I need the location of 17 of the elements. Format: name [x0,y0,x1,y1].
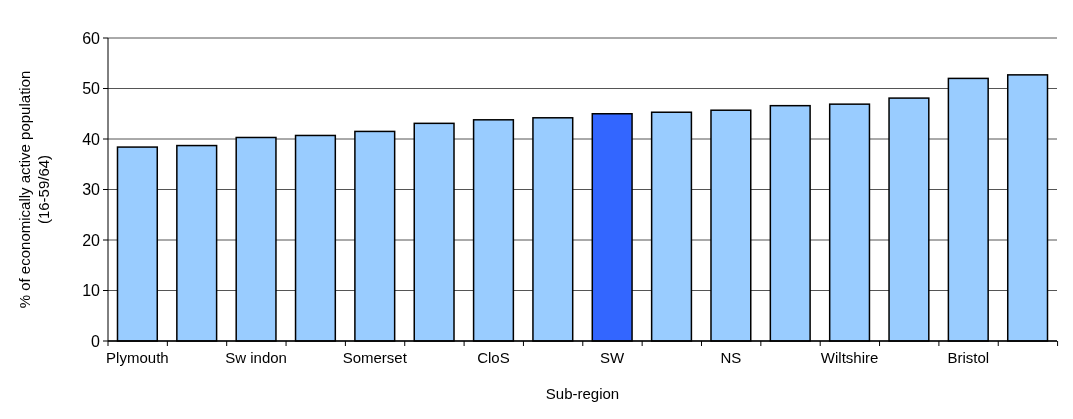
y-tick-label: 20 [82,231,101,249]
x-tick-label: Plymouth [106,349,169,366]
x-tick-label: Wiltshire [820,349,879,366]
y-tick-label: 40 [82,130,101,148]
x-axis-title: Sub-region [545,385,620,402]
x-tick-label: Somerset [342,349,408,366]
y-tick-label: 30 [82,181,101,199]
x-tick-label: CloS [477,349,510,366]
y-tick-label: 50 [82,80,101,98]
x-tick-label: Bristol [947,349,990,366]
x-tick-label: Sw indon [225,349,287,366]
y-tick-label: 10 [82,282,101,300]
y-tick-label: 0 [91,332,101,350]
y-axis-title: % of economically active population (16-59/64) [16,70,52,309]
x-tick-label: SW [600,349,626,366]
y-tick-label: 60 [82,29,101,47]
x-tick-label: NS [720,349,742,366]
